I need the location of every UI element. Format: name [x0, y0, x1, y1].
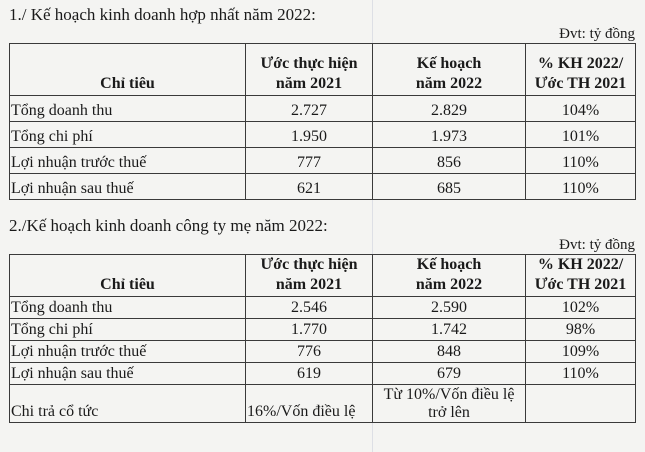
cell-plan-2022: 685 [372, 173, 526, 200]
cell-plan-2022: 2.590 [372, 296, 526, 319]
cell-ratio: 102% [525, 296, 636, 319]
row-label: Lợi nhuận trước thuế [9, 340, 246, 363]
cell-text: Từ 10%/Vốn điều lệ [383, 386, 515, 403]
cell-plan-2022: 848 [372, 340, 526, 363]
cell-ratio: 109% [525, 340, 636, 363]
cell-plan-2022: 2.829 [372, 95, 526, 122]
cell-estimate-2021: 621 [245, 173, 373, 200]
row-label: Lợi nhuận trước thuế [9, 147, 246, 174]
cell-estimate-2021: 2.727 [245, 95, 373, 122]
section2-unit: Đvt: tỷ đồng [559, 237, 635, 253]
row-label: Tổng chi phí [9, 121, 246, 148]
cell-plan-2022: 679 [372, 362, 526, 385]
section2-title: 2./Kế hoạch kinh doanh công ty mẹ năm 20… [9, 216, 328, 235]
section1-unit: Đvt: tỷ đồng [559, 26, 635, 42]
header-text: % KH 2022/ [537, 55, 624, 72]
table-row: Tổng doanh thu 2.546 2.590 102% [9, 296, 636, 319]
header-indicator: Chỉ tiêu [9, 43, 246, 96]
table-row: Lợi nhuận sau thuế 621 685 110% [9, 173, 636, 200]
table-row: Lợi nhuận trước thuế 776 848 109% [9, 340, 636, 363]
header-text: Ước TH 2021 [534, 75, 627, 92]
cell-ratio [525, 384, 636, 423]
section1-title: 1./ Kế hoạch kinh doanh hợp nhất năm 202… [9, 5, 316, 24]
cell-plan-2022: Từ 10%/Vốn điều lệ trở lên [372, 384, 526, 423]
table-header-row: Chỉ tiêu Ước thực hiện năm 2021 Kế hoạch n… [9, 43, 636, 96]
header-plan-2022: Kế hoạch năm 2022 [372, 43, 526, 96]
table-row: Lợi nhuận trước thuế 777 856 110% [9, 147, 636, 174]
page-fold-line [372, 0, 373, 452]
cell-ratio: 110% [525, 173, 636, 200]
header-text: Chỉ tiêu [100, 75, 155, 92]
row-label: Lợi nhuận sau thuế [9, 362, 246, 385]
cell-ratio: 104% [525, 95, 636, 122]
table-row: Tổng chi phí 1.770 1.742 98% [9, 318, 636, 341]
parent-company-plan-table: Chỉ tiêu Ước thực hiện năm 2021 Kế hoạch n… [9, 254, 636, 423]
cell-ratio: 101% [525, 121, 636, 148]
header-text: Ước thực hiện [260, 55, 358, 72]
header-estimate-2021: Ước thực hiện năm 2021 [245, 43, 373, 96]
cell-estimate-2021: 1.770 [245, 318, 373, 341]
header-text: năm 2021 [275, 75, 343, 92]
table-row: Tổng doanh thu 2.727 2.829 104% [9, 95, 636, 122]
cell-estimate-2021: 619 [245, 362, 373, 385]
cell-plan-2022: 1.973 [372, 121, 526, 148]
cell-text: trở lên [428, 404, 470, 421]
row-label: Tổng chi phí [9, 318, 246, 341]
header-text: Ước TH 2021 [534, 276, 627, 293]
header-plan-2022: Kế hoạch năm 2022 [372, 254, 526, 297]
cell-estimate-2021: 777 [245, 147, 373, 174]
cell-ratio: 110% [525, 362, 636, 385]
cell-estimate-2021: 1.950 [245, 121, 373, 148]
row-label: Tổng doanh thu [9, 296, 246, 319]
header-indicator: Chỉ tiêu [9, 254, 246, 297]
header-text: năm 2021 [275, 276, 343, 293]
table-row: Tổng chi phí 1.950 1.973 101% [9, 121, 636, 148]
header-text: Kế hoạch [416, 256, 482, 273]
cell-estimate-2021: 776 [245, 340, 373, 363]
header-text: năm 2022 [415, 75, 483, 92]
cell-plan-2022: 856 [372, 147, 526, 174]
table-row-dividend: Chi trả cổ tức 16%/Vốn điều lệ Từ 10%/Vố… [9, 384, 636, 423]
table-header-row: Chỉ tiêu Ước thực hiện năm 2021 Kế hoạch n… [9, 254, 636, 297]
header-text: % KH 2022/ [537, 256, 624, 273]
cell-plan-2022: 1.742 [372, 318, 526, 341]
header-ratio: % KH 2022/Ước TH 2021 [525, 43, 636, 96]
consolidated-plan-table: Chỉ tiêu Ước thực hiện năm 2021 Kế hoạch n… [9, 43, 636, 200]
header-ratio: % KH 2022/Ước TH 2021 [525, 254, 636, 297]
cell-estimate-2021: 16%/Vốn điều lệ [245, 384, 373, 423]
cell-ratio: 110% [525, 147, 636, 174]
row-label: Tổng doanh thu [9, 95, 246, 122]
row-label: Lợi nhuận sau thuế [9, 173, 246, 200]
header-text: năm 2022 [415, 276, 483, 293]
header-text: Kế hoạch [416, 55, 482, 72]
header-estimate-2021: Ước thực hiện năm 2021 [245, 254, 373, 297]
header-text: Chỉ tiêu [100, 276, 155, 293]
cell-ratio: 98% [525, 318, 636, 341]
row-label: Chi trả cổ tức [9, 384, 246, 423]
cell-estimate-2021: 2.546 [245, 296, 373, 319]
table-row: Lợi nhuận sau thuế 619 679 110% [9, 362, 636, 385]
header-text: Ước thực hiện [260, 256, 358, 273]
